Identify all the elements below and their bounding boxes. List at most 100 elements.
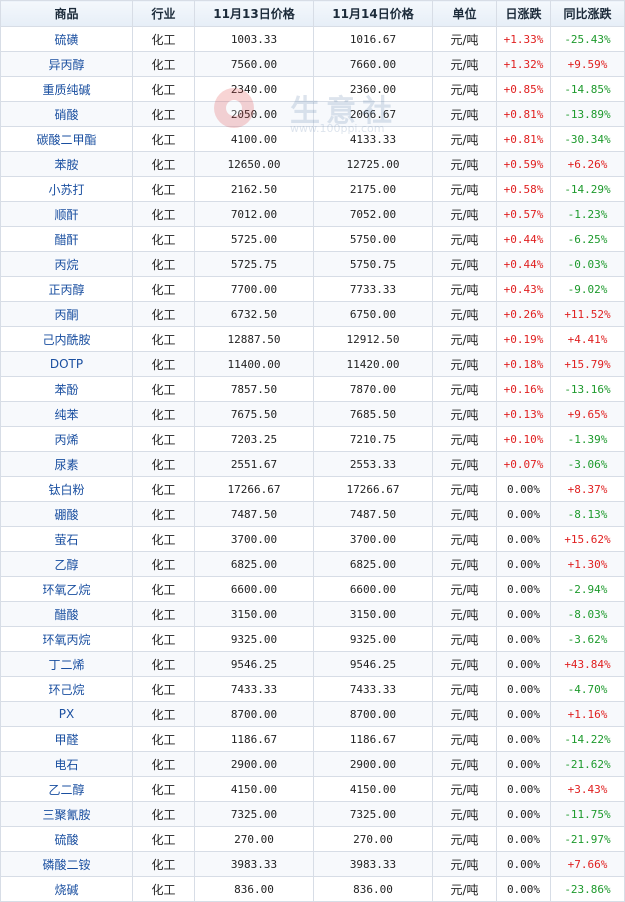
product-name-cell[interactable]: 磷酸二铵: [0, 851, 133, 877]
product-name-cell[interactable]: DOTP: [0, 351, 133, 377]
table-row: PX 化工 8700.00 8700.00 元/吨 0.00% +1.16%: [0, 701, 625, 727]
product-name-cell[interactable]: 己内酰胺: [0, 326, 133, 352]
product-name-cell[interactable]: 丁二烯: [0, 651, 133, 677]
product-name-cell[interactable]: 电石: [0, 751, 133, 777]
daily-change-cell: 0.00%: [496, 876, 551, 902]
product-name-cell[interactable]: 重质纯碱: [0, 76, 133, 102]
price-nov13-cell: 836.00: [194, 876, 314, 902]
product-name-cell[interactable]: 三聚氰胺: [0, 801, 133, 827]
product-name-cell[interactable]: 硼酸: [0, 501, 133, 527]
product-name-cell[interactable]: 苯酚: [0, 376, 133, 402]
yoy-change-cell: +7.66%: [550, 851, 625, 877]
price-nov14-cell: 7487.50: [313, 501, 433, 527]
industry-cell: 化工: [132, 101, 195, 127]
product-name-cell[interactable]: 甲醛: [0, 726, 133, 752]
table-row: 醋酐 化工 5725.00 5750.00 元/吨 +0.44% -6.25%: [0, 226, 625, 252]
table-row: 己内酰胺 化工 12887.50 12912.50 元/吨 +0.19% +4.41%: [0, 326, 625, 352]
daily-change-cell: 0.00%: [496, 601, 551, 627]
price-nov14-cell: 8700.00: [313, 701, 433, 727]
product-name-cell[interactable]: 醋酸: [0, 601, 133, 627]
industry-cell: 化工: [132, 501, 195, 527]
daily-change-cell: +1.33%: [496, 26, 551, 52]
product-name-cell[interactable]: 苯胺: [0, 151, 133, 177]
industry-cell: 化工: [132, 301, 195, 327]
unit-cell: 元/吨: [432, 301, 497, 327]
product-name-cell[interactable]: PX: [0, 701, 133, 727]
daily-change-cell: +1.32%: [496, 51, 551, 77]
product-name-cell[interactable]: 硫酸: [0, 826, 133, 852]
product-name-cell[interactable]: 正丙醇: [0, 276, 133, 302]
product-name-cell[interactable]: 碳酸二甲酯: [0, 126, 133, 152]
industry-cell: 化工: [132, 426, 195, 452]
product-name-cell[interactable]: 乙二醇: [0, 776, 133, 802]
yoy-change-cell: -13.89%: [550, 101, 625, 127]
industry-cell: 化工: [132, 826, 195, 852]
industry-cell: 化工: [132, 226, 195, 252]
daily-change-cell: +0.44%: [496, 226, 551, 252]
unit-cell: 元/吨: [432, 726, 497, 752]
price-nov14-cell: 7325.00: [313, 801, 433, 827]
price-nov13-cell: 5725.00: [194, 226, 314, 252]
table-row: 纯苯 化工 7675.50 7685.50 元/吨 +0.13% +9.65%: [0, 401, 625, 427]
product-name-cell[interactable]: 萤石: [0, 526, 133, 552]
product-name-cell[interactable]: 环氧丙烷: [0, 626, 133, 652]
product-name-cell[interactable]: 乙醇: [0, 551, 133, 577]
yoy-change-cell: +3.43%: [550, 776, 625, 802]
industry-cell: 化工: [132, 751, 195, 777]
unit-cell: 元/吨: [432, 651, 497, 677]
industry-cell: 化工: [132, 576, 195, 602]
yoy-change-cell: +4.41%: [550, 326, 625, 352]
price-nov13-cell: 1186.67: [194, 726, 314, 752]
unit-cell: 元/吨: [432, 176, 497, 202]
product-name-cell[interactable]: 硫磺: [0, 26, 133, 52]
column-header-daily-change[interactable]: 日涨跌: [496, 0, 551, 27]
column-header-product[interactable]: 商品: [0, 0, 133, 27]
daily-change-cell: +0.07%: [496, 451, 551, 477]
daily-change-cell: 0.00%: [496, 676, 551, 702]
unit-cell: 元/吨: [432, 451, 497, 477]
product-name-cell[interactable]: 烧碱: [0, 876, 133, 902]
column-header-industry[interactable]: 行业: [132, 0, 195, 27]
unit-cell: 元/吨: [432, 51, 497, 77]
price-nov13-cell: 4150.00: [194, 776, 314, 802]
price-nov14-cell: 6600.00: [313, 576, 433, 602]
daily-change-cell: +0.26%: [496, 301, 551, 327]
table-row: 重质纯碱 化工 2340.00 2360.00 元/吨 +0.85% -14.85%: [0, 76, 625, 102]
product-name-cell[interactable]: 醋酐: [0, 226, 133, 252]
product-name-cell[interactable]: 环氧乙烷: [0, 576, 133, 602]
daily-change-cell: +0.81%: [496, 126, 551, 152]
price-nov13-cell: 9546.25: [194, 651, 314, 677]
column-header-price-nov14[interactable]: 11月14日价格: [313, 0, 433, 27]
product-name-cell[interactable]: 硝酸: [0, 101, 133, 127]
product-name-cell[interactable]: 丙烯: [0, 426, 133, 452]
product-name-cell[interactable]: 小苏打: [0, 176, 133, 202]
product-name-cell[interactable]: 顺酐: [0, 201, 133, 227]
table-row: 碳酸二甲酯 化工 4100.00 4133.33 元/吨 +0.81% -30.34%: [0, 126, 625, 152]
price-nov14-cell: 2175.00: [313, 176, 433, 202]
price-nov14-cell: 4133.33: [313, 126, 433, 152]
product-name-cell[interactable]: 环己烷: [0, 676, 133, 702]
table-row: 甲醛 化工 1186.67 1186.67 元/吨 0.00% -14.22%: [0, 726, 625, 752]
table-row: 环氧乙烷 化工 6600.00 6600.00 元/吨 0.00% -2.94%: [0, 576, 625, 602]
product-name-cell[interactable]: 钛白粉: [0, 476, 133, 502]
price-nov13-cell: 17266.67: [194, 476, 314, 502]
price-nov14-cell: 1186.67: [313, 726, 433, 752]
yoy-change-cell: -25.43%: [550, 26, 625, 52]
column-header-yoy-change[interactable]: 同比涨跌: [550, 0, 625, 27]
product-name-cell[interactable]: 纯苯: [0, 401, 133, 427]
product-name-cell[interactable]: 丙酮: [0, 301, 133, 327]
price-nov14-cell: 9325.00: [313, 626, 433, 652]
price-nov13-cell: 4100.00: [194, 126, 314, 152]
price-nov13-cell: 7675.50: [194, 401, 314, 427]
product-name-cell[interactable]: 丙烷: [0, 251, 133, 277]
industry-cell: 化工: [132, 176, 195, 202]
column-header-unit[interactable]: 单位: [432, 0, 497, 27]
industry-cell: 化工: [132, 451, 195, 477]
industry-cell: 化工: [132, 726, 195, 752]
unit-cell: 元/吨: [432, 476, 497, 502]
price-nov13-cell: 2551.67: [194, 451, 314, 477]
column-header-price-nov13[interactable]: 11月13日价格: [194, 0, 314, 27]
product-name-cell[interactable]: 尿素: [0, 451, 133, 477]
product-name-cell[interactable]: 异丙醇: [0, 51, 133, 77]
table-row: 乙醇 化工 6825.00 6825.00 元/吨 0.00% +1.30%: [0, 551, 625, 577]
